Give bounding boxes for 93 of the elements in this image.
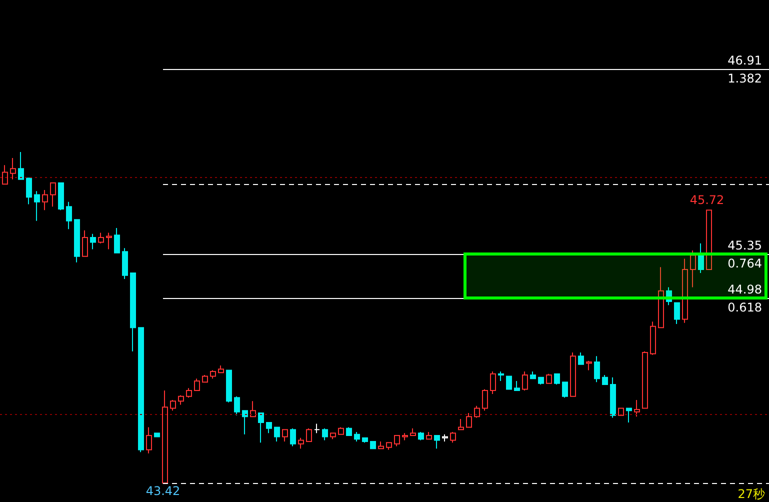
candlestick xyxy=(442,434,448,442)
candlestick xyxy=(274,426,280,442)
candlestick xyxy=(634,399,640,418)
candlestick xyxy=(154,432,160,438)
candlestick xyxy=(642,350,648,409)
candlestick xyxy=(138,327,144,453)
candlestick xyxy=(402,432,408,441)
candlestick xyxy=(458,418,464,430)
candlestick xyxy=(370,440,376,450)
candlestick xyxy=(426,431,432,440)
candlestick xyxy=(210,370,216,380)
candlestick xyxy=(66,201,72,230)
candlestick xyxy=(466,412,472,428)
candlestick xyxy=(266,422,272,434)
candlestick xyxy=(218,365,224,374)
candlestick xyxy=(530,370,536,380)
candlestick xyxy=(482,388,488,412)
candlestick xyxy=(570,352,576,397)
candlestick xyxy=(250,400,256,418)
candlestick xyxy=(506,376,512,390)
annotation: 43.42 xyxy=(146,484,180,498)
candlestick xyxy=(354,431,360,442)
candlestick xyxy=(586,360,592,371)
candlestick xyxy=(82,230,88,257)
candlestick xyxy=(554,373,560,386)
candlestick xyxy=(474,405,480,418)
candlestick xyxy=(418,431,424,441)
candlestick xyxy=(114,227,120,254)
candlestick xyxy=(618,408,624,416)
candlestick xyxy=(378,440,384,450)
candlestick xyxy=(498,370,504,382)
candlestick xyxy=(322,428,328,441)
candlestick xyxy=(706,210,712,270)
candlestick xyxy=(578,352,584,365)
candlestick xyxy=(146,426,152,454)
candlestick xyxy=(538,376,544,386)
candlestick xyxy=(514,380,520,391)
candlestick xyxy=(50,182,56,208)
candlestick xyxy=(282,429,288,442)
annotation: 45.72 xyxy=(690,193,724,208)
candlestick xyxy=(602,374,608,386)
candlestick xyxy=(386,442,392,450)
candlestick xyxy=(490,370,496,395)
candlestick xyxy=(346,426,352,436)
candlestick xyxy=(42,189,48,211)
candlestick xyxy=(290,428,296,447)
candlestick xyxy=(314,423,320,434)
candlestick xyxy=(2,164,8,185)
ref-line-label: 46.91 xyxy=(728,54,762,68)
candlestick xyxy=(26,178,32,205)
candlestick xyxy=(242,410,248,435)
candlestick xyxy=(330,432,336,440)
candlestick xyxy=(338,426,344,435)
candlestick xyxy=(34,190,40,222)
candlestick xyxy=(626,408,632,423)
candlestick xyxy=(58,182,64,211)
candlestick xyxy=(522,370,528,391)
candlestick xyxy=(130,272,136,352)
annotation: 0.618 xyxy=(728,300,762,314)
candlestick xyxy=(674,302,680,325)
ref-line-label: 45.35 xyxy=(728,238,762,252)
candlestick xyxy=(98,232,104,244)
candlestick xyxy=(258,412,264,444)
candlestick xyxy=(610,376,616,418)
candlestick xyxy=(650,321,656,356)
annotation: 1.382 xyxy=(728,72,762,86)
candlestick xyxy=(162,390,168,484)
candlestick xyxy=(298,437,304,450)
candlestick xyxy=(410,428,416,436)
candlestick xyxy=(562,382,568,398)
candlestick xyxy=(202,374,208,383)
candlestick xyxy=(394,435,400,447)
candlestick xyxy=(106,232,112,250)
candlestick xyxy=(10,157,16,180)
candlestick xyxy=(546,373,552,384)
candlestick xyxy=(450,431,456,444)
candlestick xyxy=(122,248,128,280)
candlestick xyxy=(594,356,600,383)
candlestick xyxy=(434,435,440,450)
candlestick xyxy=(186,388,192,398)
annotation: 0.764 xyxy=(728,256,762,270)
candlestick xyxy=(194,378,200,391)
candlestick xyxy=(170,399,176,412)
text: 27秒 xyxy=(738,487,765,501)
candlestick xyxy=(362,437,368,444)
candlestick xyxy=(90,233,96,250)
candlestick xyxy=(226,370,232,403)
candlestick xyxy=(74,219,80,263)
candlestick xyxy=(234,396,240,416)
candlestick xyxy=(18,152,24,180)
candlestick xyxy=(178,394,184,406)
candlestick xyxy=(306,428,312,442)
ref-line-label: 44.98 xyxy=(728,282,762,296)
